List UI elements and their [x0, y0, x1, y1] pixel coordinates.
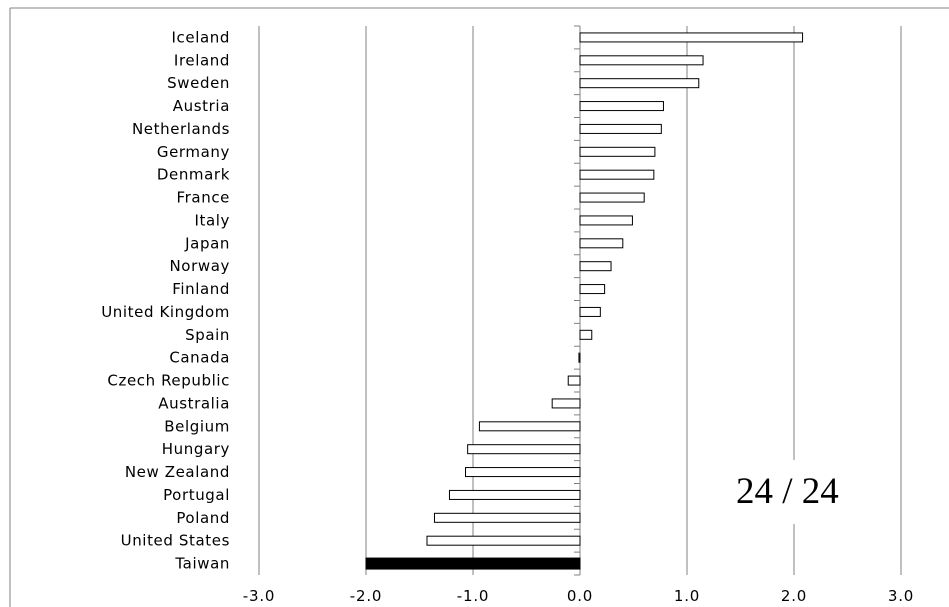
- category-label: Poland: [176, 509, 230, 527]
- bar: [579, 284, 606, 295]
- bar: [579, 146, 656, 157]
- bar: [579, 306, 601, 317]
- category-label: Finland: [172, 280, 230, 298]
- category-label: Ireland: [174, 51, 230, 69]
- bar: [579, 329, 593, 340]
- category-label: United Kingdom: [101, 303, 230, 321]
- category-label: Iceland: [172, 28, 231, 46]
- x-tick-label: 2.0: [781, 587, 807, 605]
- bar: [551, 398, 581, 409]
- bar: [365, 557, 581, 570]
- bar: [579, 32, 804, 43]
- category-label: Austria: [173, 97, 230, 115]
- bar: [579, 238, 624, 249]
- bar: [579, 192, 645, 203]
- category-label: France: [177, 189, 230, 207]
- bar: [467, 444, 581, 455]
- category-label: Hungary: [162, 440, 230, 458]
- category-label: Czech Republic: [107, 372, 230, 390]
- category-label: Sweden: [167, 74, 230, 92]
- bar: [579, 169, 655, 180]
- page-counter: 24 / 24: [736, 460, 886, 524]
- x-tick-label: 3.0: [888, 587, 914, 605]
- x-tick-label: -1.0: [457, 587, 489, 605]
- category-label: Canada: [169, 349, 230, 367]
- category-label: Norway: [169, 257, 230, 275]
- bar: [579, 101, 664, 112]
- category-label: Belgium: [164, 417, 230, 435]
- bar: [426, 535, 581, 546]
- bar: [448, 489, 581, 500]
- bar: [567, 375, 581, 386]
- category-label: Japan: [184, 234, 230, 252]
- bar: [433, 512, 581, 523]
- bar: [478, 421, 581, 432]
- category-label: Denmark: [157, 166, 230, 184]
- x-tick-label: 0.0: [567, 587, 593, 605]
- x-tick-label: -3.0: [243, 587, 275, 605]
- category-label: Portugal: [163, 486, 230, 504]
- bar: [579, 55, 704, 66]
- bar: [579, 123, 662, 134]
- category-label: Germany: [157, 143, 230, 161]
- category-label: Spain: [185, 326, 230, 344]
- bar: [579, 261, 612, 272]
- category-label: New Zealand: [125, 463, 230, 481]
- category-label: Australia: [158, 394, 230, 412]
- category-label: United States: [121, 532, 230, 550]
- category-label: Netherlands: [132, 120, 230, 138]
- category-label: Italy: [194, 211, 230, 229]
- x-tick-label: -2.0: [350, 587, 382, 605]
- bar: [579, 78, 700, 89]
- bar: [579, 215, 633, 226]
- category-label: Taiwan: [174, 555, 230, 573]
- x-tick-label: 1.0: [674, 587, 700, 605]
- bar: [465, 467, 581, 478]
- bar: [578, 352, 581, 363]
